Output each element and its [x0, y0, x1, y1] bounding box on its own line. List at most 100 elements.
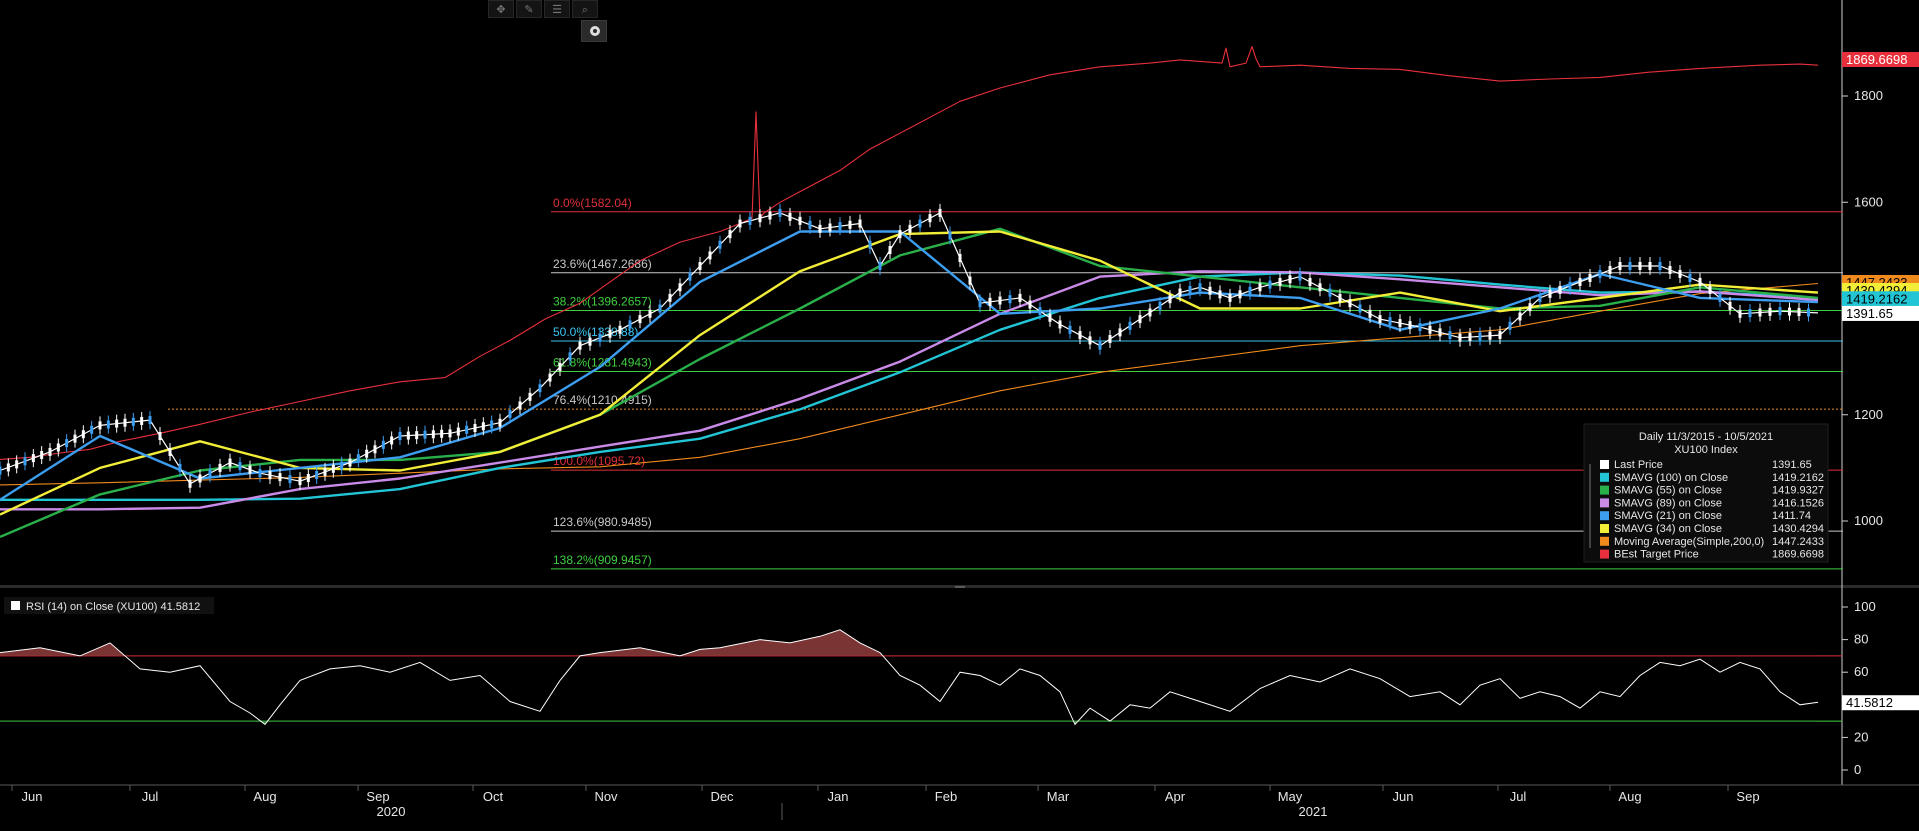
- legend-item-value: 1411.74: [1772, 510, 1811, 522]
- candle-body: [1728, 301, 1732, 310]
- y-tick-label: 1000: [1854, 513, 1883, 528]
- candle-body: [568, 352, 572, 361]
- candle-body: [158, 432, 162, 440]
- x-month-label: May: [1278, 789, 1303, 804]
- candle-body: [1068, 325, 1072, 334]
- candle-body: [365, 449, 369, 458]
- candle-body: [23, 457, 27, 466]
- candle-body: [1758, 308, 1762, 317]
- candle-body: [1038, 307, 1042, 316]
- camera-button[interactable]: [581, 20, 607, 42]
- candle-body: [278, 473, 282, 482]
- candle-body: [1138, 315, 1142, 324]
- candle-body: [1518, 312, 1522, 321]
- candle-body: [648, 309, 652, 318]
- candle-body: [448, 429, 452, 438]
- fib-level-label: 23.6%(1467.2686): [553, 257, 652, 271]
- series-line-moving-average-simple-200-0-: [0, 282, 1819, 486]
- candle-body: [73, 434, 77, 443]
- candle-body: [140, 416, 144, 425]
- candle-body: [48, 447, 52, 456]
- price-tag-label: 1869.6698: [1846, 52, 1907, 67]
- candle-body: [858, 219, 862, 228]
- candle-body: [481, 422, 485, 431]
- candle-body: [1638, 262, 1642, 270]
- candle-body: [131, 417, 135, 426]
- legend-swatch: [1600, 549, 1609, 559]
- candle-body: [688, 272, 692, 281]
- candle-body: [423, 430, 427, 439]
- legend-swatch: [1600, 498, 1609, 508]
- y-tick-label: 1200: [1854, 407, 1883, 422]
- x-year-label: 2021: [1299, 804, 1328, 819]
- candle-body: [148, 416, 152, 425]
- candle-body: [968, 276, 972, 285]
- candle-body: [1628, 262, 1632, 270]
- candle-body: [1208, 286, 1212, 295]
- candle-body: [708, 251, 712, 260]
- candle-body: [508, 410, 512, 419]
- candle-body: [356, 454, 360, 463]
- legend-item-label: SMAVG (55) on Close: [1614, 485, 1722, 497]
- candle-body: [1388, 317, 1392, 326]
- candle-body: [323, 467, 327, 476]
- candle-body: [258, 469, 262, 478]
- candle-body: [1598, 269, 1602, 278]
- candle-body: [15, 460, 19, 469]
- candle-body: [1298, 272, 1302, 281]
- candle-body: [1018, 293, 1022, 302]
- candle-body: [658, 304, 662, 313]
- candle-body: [1428, 325, 1432, 334]
- candle-body: [1398, 319, 1402, 328]
- candle-body: [608, 329, 612, 338]
- legend-item-label: Last Price: [1614, 459, 1663, 471]
- candle-body: [31, 454, 35, 463]
- candle-body: [1658, 262, 1662, 270]
- candle-body: [558, 362, 562, 371]
- candle-body: [1668, 265, 1672, 274]
- legend-subtitle: XU100 Index: [1674, 444, 1738, 456]
- candle-body: [1488, 331, 1492, 340]
- x-year-label: 2020: [377, 804, 406, 819]
- candle-body: [998, 296, 1002, 305]
- rsi-tag-label: 41.5812: [1846, 695, 1893, 710]
- candle-body: [1508, 321, 1512, 330]
- zoom-icon[interactable]: ⌕: [572, 0, 598, 18]
- candle-body: [1797, 308, 1801, 317]
- candle-body: [908, 224, 912, 233]
- candle-body: [1788, 307, 1791, 316]
- candle-body: [98, 421, 102, 430]
- candle-body: [1258, 283, 1262, 292]
- candle-body: [678, 283, 682, 292]
- candle-body: [315, 470, 319, 479]
- rsi-tick-label: 100: [1854, 599, 1876, 614]
- candle-body: [1088, 336, 1092, 345]
- candle-body: [1538, 293, 1542, 302]
- candle-body: [288, 475, 292, 484]
- legend-item-label: SMAVG (100) on Close: [1614, 472, 1728, 484]
- price-tag: [1842, 305, 1919, 321]
- menu-icon[interactable]: ☰: [544, 0, 570, 18]
- fib-level-label: 76.4%(1210.4915): [553, 393, 652, 407]
- candle-body: [928, 214, 932, 223]
- candle-body: [1738, 309, 1742, 318]
- candle-body: [948, 231, 952, 240]
- y-tick-label: 1600: [1854, 194, 1883, 209]
- draw-icon[interactable]: ✎: [516, 0, 542, 18]
- candle-body: [431, 430, 435, 439]
- legend-item-value: 1447.2433: [1772, 536, 1824, 548]
- x-month-label: Feb: [935, 789, 957, 804]
- candle-body: [398, 432, 402, 440]
- candle-body: [348, 458, 352, 467]
- candle-body: [848, 220, 852, 229]
- candle-body: [918, 219, 922, 228]
- crosshair-icon[interactable]: ✥: [488, 0, 514, 18]
- candle-body: [306, 474, 310, 483]
- candle-body: [456, 427, 460, 436]
- candle-body: [588, 337, 592, 346]
- candle-body: [938, 208, 942, 217]
- rsi-tag: [1842, 695, 1919, 711]
- x-month-label: Aug: [253, 789, 276, 804]
- x-month-label: Jul: [1510, 789, 1527, 804]
- candle-body: [406, 431, 410, 440]
